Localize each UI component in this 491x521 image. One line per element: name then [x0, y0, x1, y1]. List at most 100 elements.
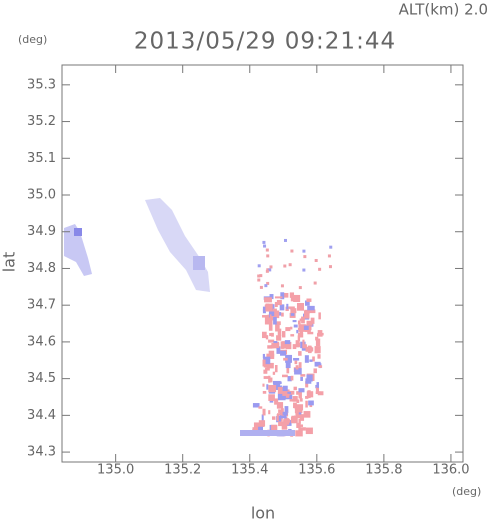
echo-cell	[303, 255, 307, 259]
echo-cell	[253, 422, 261, 431]
echo-cell	[314, 258, 318, 262]
echo-cell	[308, 345, 312, 354]
echo-cell	[282, 374, 288, 378]
echo-cell	[294, 405, 303, 414]
echo-cell	[276, 402, 284, 409]
x-tick-label: 135.4	[231, 463, 268, 478]
echo-cell	[318, 312, 321, 320]
echo-cell	[315, 338, 321, 347]
echo-cell	[291, 415, 298, 424]
x-unit: (deg)	[452, 485, 481, 498]
echo-cell	[274, 365, 278, 373]
echo-cell	[285, 393, 290, 398]
echo-cell	[240, 430, 295, 436]
echo-cell	[293, 294, 301, 302]
echo-cell	[280, 284, 284, 288]
echo-cell	[297, 332, 304, 338]
echo-cell	[276, 414, 279, 422]
echo-cell	[328, 265, 332, 269]
echo-cell	[276, 335, 282, 341]
echo-cell	[317, 330, 323, 334]
echo-cell	[290, 312, 295, 316]
echo-cell	[292, 396, 298, 402]
echo-field	[64, 198, 333, 437]
echo-cell	[271, 332, 274, 337]
echo-cell	[299, 326, 304, 335]
echo-cell	[310, 347, 314, 352]
echo-cell	[286, 303, 289, 310]
echo-cell	[304, 355, 309, 363]
echo-cell	[318, 267, 322, 271]
echo-cell	[273, 316, 277, 325]
echo-cell	[269, 294, 274, 300]
echo-cell	[262, 306, 266, 314]
y-tick-label: 34.5	[27, 371, 56, 386]
y-tick-label: 34.3	[27, 445, 56, 460]
echo-cell	[295, 340, 300, 348]
y-tick-label: 34.7	[27, 298, 56, 313]
echo-cell	[316, 382, 320, 388]
y-tick-label: 34.9	[27, 224, 56, 239]
echo-cell	[289, 292, 295, 298]
echo-cell	[294, 368, 302, 375]
echo-cell	[302, 344, 307, 349]
echo-cell	[277, 328, 282, 337]
echo-cell	[282, 411, 288, 416]
echo-cell	[266, 384, 269, 390]
echo-cell	[262, 331, 267, 339]
echo-cell	[278, 421, 286, 427]
echo-cell	[276, 299, 282, 306]
echo-cell	[284, 340, 291, 345]
y-tick-label: 34.4	[27, 408, 56, 423]
echo-cell	[305, 381, 309, 388]
echo-cell	[306, 374, 313, 382]
altitude-label: ALT(km) 2.0	[399, 1, 488, 19]
echo-cell	[272, 380, 281, 385]
echo-cell	[288, 306, 295, 309]
echo-cell	[306, 298, 312, 302]
echo-cell	[305, 427, 313, 435]
echo-cell	[302, 339, 305, 347]
echo-cell	[268, 394, 275, 401]
echo-cell	[290, 334, 295, 337]
echo-cell	[268, 350, 275, 357]
echo-cell	[282, 385, 288, 392]
echo-cell	[281, 312, 284, 317]
echo-cell	[290, 249, 294, 253]
echo-cell	[308, 400, 314, 406]
y-tick-label: 34.6	[27, 334, 56, 349]
echo-cell	[274, 398, 279, 405]
y-tick-label: 34.8	[27, 261, 56, 276]
echo-cell	[282, 389, 290, 396]
echo-cell	[266, 362, 274, 369]
echo-cell	[283, 238, 287, 242]
echo-cell	[294, 403, 297, 410]
echo-cell	[305, 378, 312, 384]
echo-cell	[317, 354, 321, 359]
echo-cell	[297, 327, 301, 331]
echo-cell	[305, 395, 309, 399]
echo-cell	[289, 399, 295, 402]
echo-cell	[298, 286, 302, 290]
echo-cell	[317, 332, 324, 336]
echo-cell	[277, 387, 285, 394]
echo-cell	[262, 359, 266, 367]
echo-cell	[303, 310, 310, 319]
echo-cell	[299, 398, 303, 402]
echo-cell	[265, 335, 269, 340]
echo-cell	[282, 331, 286, 338]
echo-cell	[262, 391, 267, 394]
echo-cell	[314, 346, 321, 354]
echo-cell	[287, 376, 292, 382]
echo-area	[145, 198, 210, 292]
echo-cell	[329, 245, 333, 249]
echo-cell	[267, 345, 273, 349]
echo-cell	[299, 318, 304, 322]
echo-cell	[287, 391, 291, 394]
echo-area	[64, 224, 92, 276]
echo-cell	[318, 365, 323, 368]
echo-cell	[272, 371, 276, 375]
echo-cell	[305, 311, 310, 314]
echo-cell	[265, 367, 270, 371]
echo-cell	[313, 281, 317, 285]
